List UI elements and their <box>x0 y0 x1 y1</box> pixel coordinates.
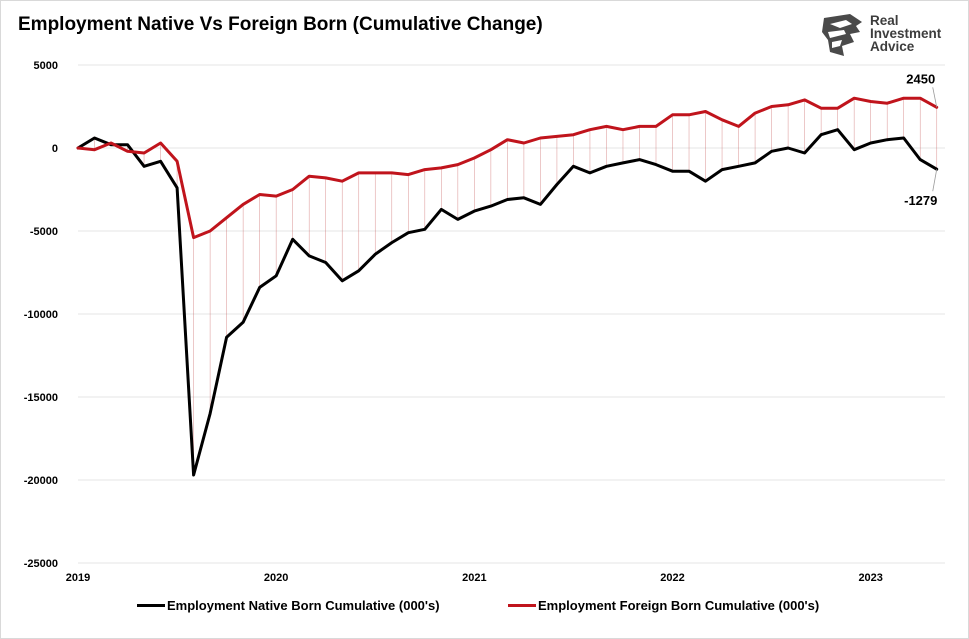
annotation-foreign-last: 2450 <box>906 71 935 86</box>
eagle-head-icon <box>822 14 862 56</box>
annotation-leader <box>932 169 938 192</box>
series-line-foreign <box>76 96 939 240</box>
y-tick-label: -5000 <box>30 226 58 238</box>
logo-line-advice: Advice <box>870 39 915 54</box>
annotations: 2450 -1279 <box>904 71 937 208</box>
y-tick-label: 0 <box>52 143 58 155</box>
y-tick-label: -20000 <box>24 475 58 487</box>
y-axis: 5000 0 -5000 -10000 -15000 -20000 -25000 <box>24 60 58 570</box>
x-tick-label: 2023 <box>858 572 882 584</box>
x-tick-label: 2022 <box>660 572 684 584</box>
logo: Real Investment Advice <box>820 12 950 58</box>
legend-label-native: Employment Native Born Cumulative (000's… <box>167 598 440 613</box>
y-tick-label: 5000 <box>34 60 58 72</box>
logo-text: Real Investment Advice <box>870 13 942 54</box>
logo-line-investment: Investment <box>870 26 942 41</box>
annotation-native-last: -1279 <box>904 193 937 208</box>
y-tick-label: -15000 <box>24 392 58 404</box>
x-tick-label: 2021 <box>462 572 486 584</box>
x-axis: 2019 2020 2021 2022 2023 <box>66 572 883 584</box>
legend-swatch-native <box>137 604 165 607</box>
y-tick-label: -10000 <box>24 309 58 321</box>
legend-item-native: Employment Native Born Cumulative (000's… <box>137 598 440 613</box>
annotation-leader <box>932 87 938 108</box>
x-tick-label: 2020 <box>264 572 288 584</box>
legend-swatch-foreign <box>508 604 536 607</box>
legend-item-foreign: Employment Foreign Born Cumulative (000'… <box>508 598 819 613</box>
y-tick-label: -25000 <box>24 558 58 570</box>
logo-line-real: Real <box>870 13 899 28</box>
series-line-native <box>76 128 939 477</box>
x-tick-label: 2019 <box>66 572 90 584</box>
series-lines <box>76 96 939 477</box>
gridlines <box>78 64 945 564</box>
chart-title: Employment Native Vs Foreign Born (Cumul… <box>18 14 543 35</box>
difference-droplines <box>94 98 938 476</box>
legend: Employment Native Born Cumulative (000's… <box>0 598 969 618</box>
legend-label-foreign: Employment Foreign Born Cumulative (000'… <box>538 598 820 613</box>
